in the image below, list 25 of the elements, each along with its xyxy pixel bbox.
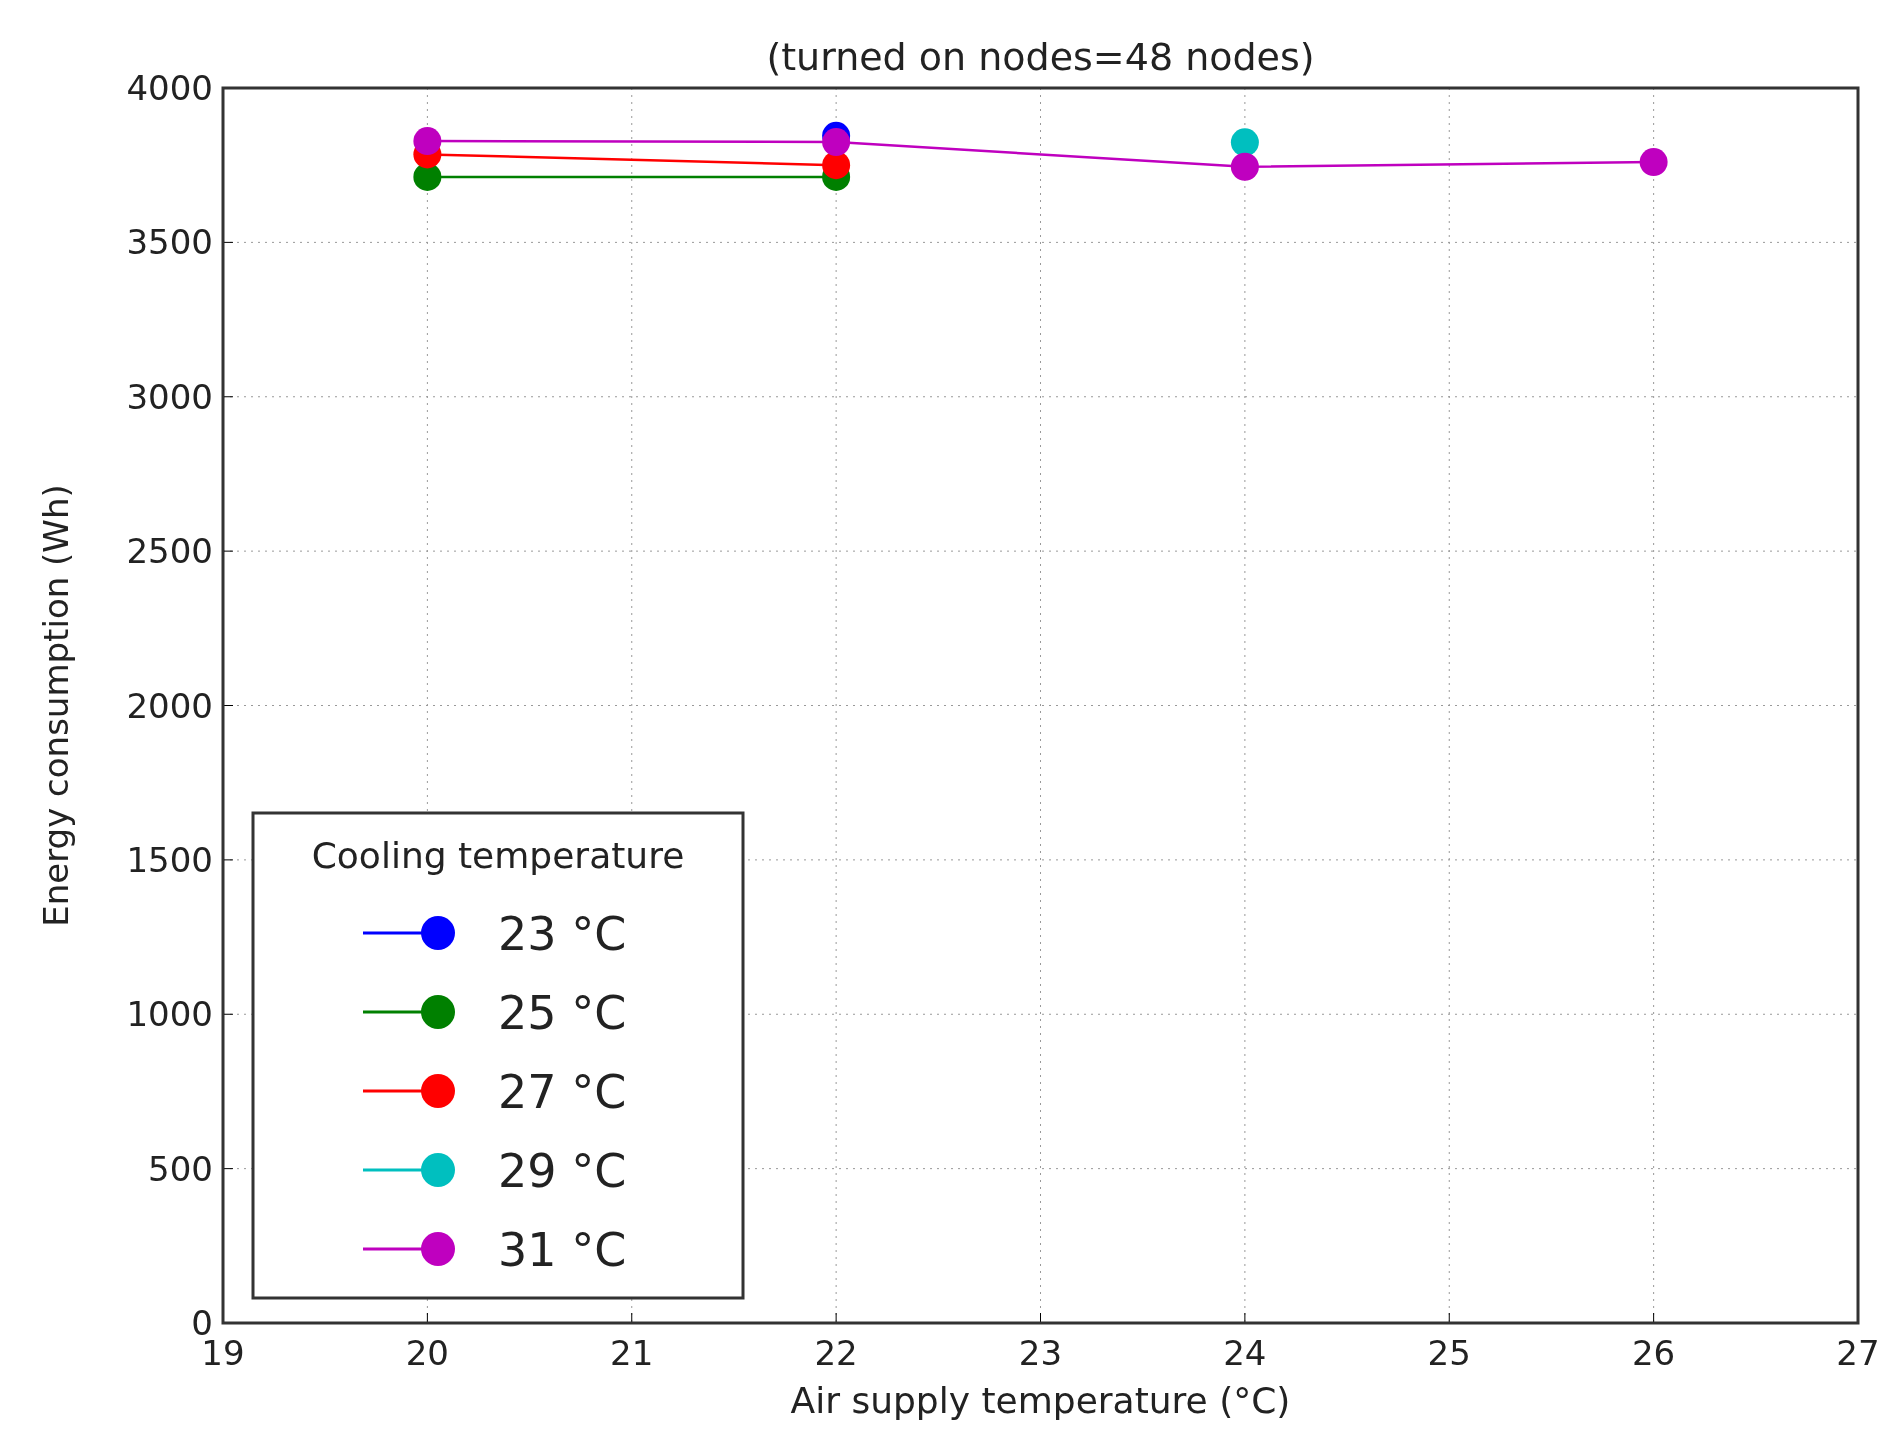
x-tick-label: 23 — [1018, 1333, 1063, 1373]
y-tick-label: 2000 — [126, 685, 213, 726]
y-tick-label: 4000 — [126, 68, 213, 108]
x-tick-label: 27 — [1836, 1333, 1880, 1373]
x-tick-label: 22 — [814, 1333, 858, 1373]
legend-label: 27 °C — [498, 1065, 627, 1119]
x-axis-title: Air supply temperature (°C) — [790, 1380, 1291, 1421]
y-tick-label: 500 — [148, 1148, 213, 1189]
x-tick-label: 26 — [1631, 1333, 1676, 1373]
legend-label: 29 °C — [498, 1144, 627, 1198]
legend-label: 23 °C — [498, 907, 627, 961]
y-tick-label: 3500 — [126, 222, 213, 263]
legend-label: 31 °C — [498, 1223, 627, 1277]
x-tick-label: 20 — [405, 1333, 450, 1373]
x-tick-label: 24 — [1223, 1333, 1267, 1373]
y-tick-label: 2500 — [126, 531, 213, 572]
x-tick-label: 21 — [610, 1333, 654, 1373]
legend-label: 25 °C — [498, 986, 627, 1040]
x-tick-label: 25 — [1427, 1333, 1471, 1373]
y-tick-label: 1500 — [126, 839, 213, 880]
chart-title: (turned on nodes=48 nodes) — [766, 35, 1315, 79]
y-axis-title: Energy consumption (Wh) — [36, 484, 76, 927]
legend-title: Cooling temperature — [311, 835, 685, 876]
y-tick-label: 3000 — [126, 376, 213, 417]
y-tick-label: 1000 — [126, 994, 213, 1035]
